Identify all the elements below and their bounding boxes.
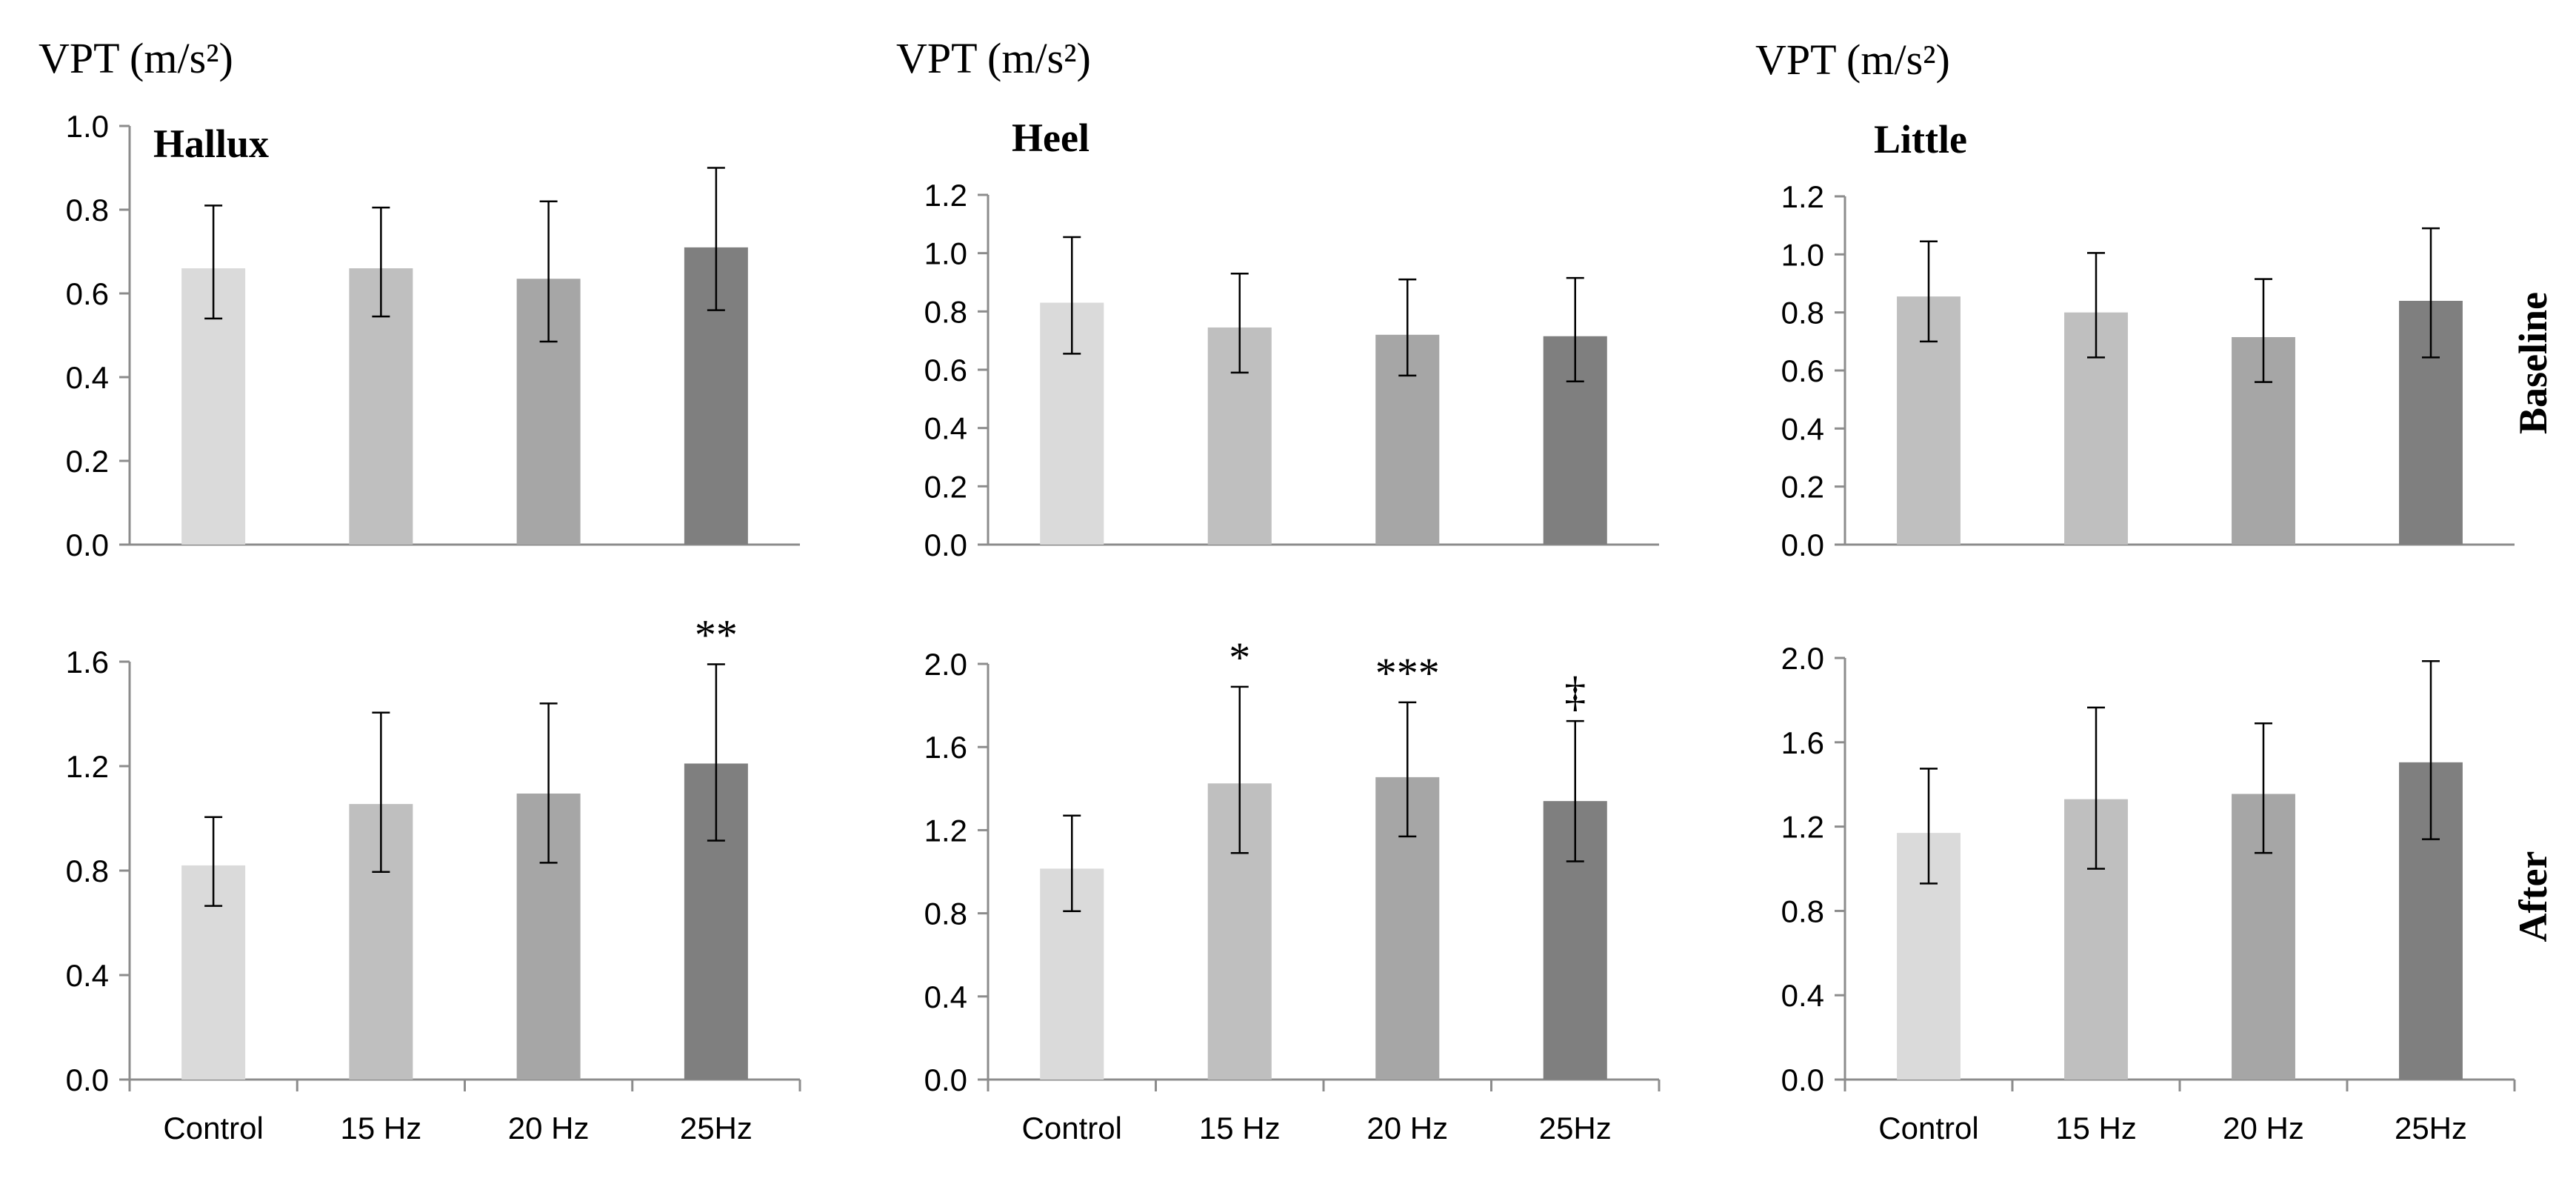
y-tick-label: 1.6 xyxy=(1781,725,1824,760)
x-tick-label: 25Hz xyxy=(680,1111,753,1146)
x-tick-label: 20 Hz xyxy=(1367,1111,1448,1146)
row-label-after: After xyxy=(2511,851,2555,942)
y-tick-label: 1.0 xyxy=(1781,237,1824,272)
significance-marker: * xyxy=(1229,634,1250,682)
y-tick-label: 1.0 xyxy=(66,109,109,144)
y-tick-label: 0.8 xyxy=(924,897,967,931)
x-tick-label: Control xyxy=(163,1111,263,1146)
y-tick-label: 0.8 xyxy=(1781,296,1824,330)
y-tick-label: 1.0 xyxy=(924,236,967,271)
x-tick-label: 15 Hz xyxy=(1199,1111,1281,1146)
y-axis-label: VPT (m/s²) xyxy=(39,34,233,82)
chart-panel-4: 0.0 0.4 0.8 1.2 1.6 Control 15 Hz 20 Hz ** 25Hz xyxy=(66,611,801,1146)
y-tick-label: 2.0 xyxy=(924,647,967,682)
y-tick-label: 0.0 xyxy=(66,528,109,562)
y-tick-label: 1.2 xyxy=(924,813,967,848)
y-tick-label: 0.0 xyxy=(66,1063,109,1097)
significance-marker: ‡ xyxy=(1564,668,1586,716)
significance-marker: ** xyxy=(695,611,738,659)
y-tick-label: 0.0 xyxy=(1781,1063,1824,1097)
y-tick-label: 1.6 xyxy=(66,645,109,679)
x-tick-label: 20 Hz xyxy=(2223,1111,2304,1146)
panel-title: Heel xyxy=(1012,116,1090,160)
y-tick-label: 0.6 xyxy=(1781,353,1824,388)
y-tick-label: 0.6 xyxy=(66,276,109,311)
y-tick-label: 0.8 xyxy=(66,193,109,227)
y-tick-label: 0.0 xyxy=(924,1063,967,1097)
x-tick-label: Control xyxy=(1022,1111,1122,1146)
chart-panel-6: 0.0 0.4 0.8 1.2 1.6 2.0 Control 15 Hz 20 Hz 25Hz xyxy=(1781,641,2516,1146)
chart-panel-3: VPT (m/s²) Little 0.0 0.2 0.4 0.6 0.8 1.0 1.2 xyxy=(1755,36,2515,562)
x-tick-label: 25Hz xyxy=(1539,1111,1612,1146)
y-tick-label: 1.2 xyxy=(66,749,109,784)
y-tick-label: 2.0 xyxy=(1781,641,1824,676)
y-tick-label: 1.2 xyxy=(1781,810,1824,845)
y-tick-label: 1.6 xyxy=(924,730,967,765)
x-tick-label: Control xyxy=(1878,1111,1978,1146)
chart-panel-2: VPT (m/s²) Heel 0.0 0.2 0.4 0.6 0.8 1.0 1.2 xyxy=(896,34,1659,562)
y-tick-label: 0.2 xyxy=(924,469,967,504)
y-tick-label: 0.8 xyxy=(66,854,109,888)
panel-title: Hallux xyxy=(153,122,269,166)
y-tick-label: 0.4 xyxy=(924,980,967,1014)
x-tick-label: 15 Hz xyxy=(341,1111,422,1146)
chart-panel-5: 0.0 0.4 0.8 1.2 1.6 2.0 Control * 15 Hz *** 20 Hz ‡… xyxy=(924,634,1661,1146)
y-tick-label: 1.2 xyxy=(1781,179,1824,214)
y-tick-label: 0.2 xyxy=(1781,470,1824,505)
significance-marker: *** xyxy=(1375,649,1440,697)
x-tick-label: 15 Hz xyxy=(2055,1111,2137,1146)
y-tick-label: 0.4 xyxy=(1781,978,1824,1013)
y-axis-label: VPT (m/s²) xyxy=(1755,36,1950,84)
panel-title: Little xyxy=(1874,117,1967,162)
y-tick-label: 0.4 xyxy=(66,360,109,395)
y-tick-label: 1.2 xyxy=(924,178,967,213)
y-tick-label: 0.6 xyxy=(924,353,967,388)
y-tick-label: 0.4 xyxy=(1781,411,1824,446)
y-tick-label: 0.0 xyxy=(1781,528,1824,562)
y-axis-label: VPT (m/s²) xyxy=(896,34,1091,82)
x-tick-label: 25Hz xyxy=(2395,1111,2467,1146)
row-label-baseline: Baseline xyxy=(2511,292,2555,434)
y-tick-label: 0.8 xyxy=(924,294,967,329)
x-tick-label: 20 Hz xyxy=(508,1111,590,1146)
chart-panel-1: VPT (m/s²) Hallux 0.0 0.2 0.4 0.6 0.8 1.0 xyxy=(39,34,800,562)
y-tick-label: 0.0 xyxy=(924,528,967,562)
y-tick-label: 0.2 xyxy=(66,444,109,479)
y-tick-label: 0.4 xyxy=(66,958,109,993)
y-tick-label: 0.4 xyxy=(924,411,967,446)
y-tick-label: 0.8 xyxy=(1781,894,1824,928)
